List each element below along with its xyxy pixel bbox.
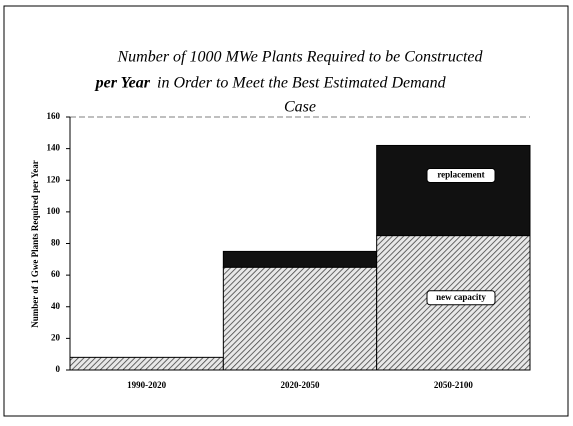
- chart-title: Case: [284, 99, 316, 116]
- chart-title: in Order to Meet the Best Estimated Dema…: [157, 75, 447, 92]
- x-tick-label: 1990-2020: [127, 380, 166, 390]
- bar-segment: [69, 356, 224, 371]
- y-tick-label: 60: [51, 269, 61, 279]
- chart-title: per Year: [94, 75, 151, 92]
- legend-box: [426, 290, 496, 306]
- x-tick-label: 2050-2100: [434, 380, 473, 390]
- legend-box: [426, 168, 496, 184]
- y-tick-label: 160: [47, 111, 61, 121]
- y-tick-label: 80: [51, 238, 61, 248]
- frame: [3, 5, 569, 417]
- legend-label: replacement: [437, 170, 484, 180]
- bar-segment: [222, 266, 378, 371]
- bar-segment: [376, 144, 531, 237]
- legend-label: new capacity: [436, 292, 486, 302]
- y-axis-label: Number of 1 Gwe Plants Required per Year: [30, 160, 40, 327]
- chart-title: Number of 1000 MWe Plants Required to be…: [117, 49, 484, 66]
- bar-segment: [222, 250, 378, 268]
- y-tick-label: 40: [51, 301, 61, 311]
- y-tick-label: 100: [47, 206, 61, 216]
- y-tick-label: 120: [47, 174, 61, 184]
- x-tick-label: 2020-2050: [281, 380, 320, 390]
- y-tick-label: 140: [47, 143, 61, 153]
- y-tick-label: 0: [56, 364, 61, 374]
- y-tick-label: 20: [51, 332, 61, 342]
